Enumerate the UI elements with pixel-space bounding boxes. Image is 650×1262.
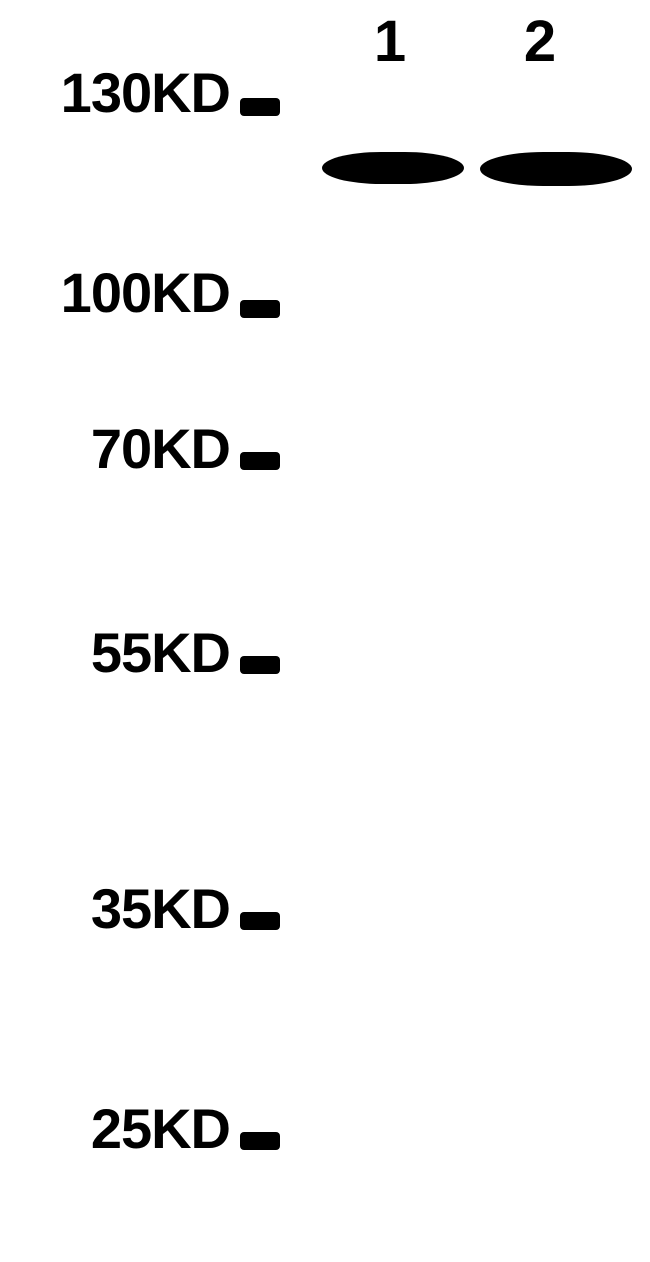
mw-label-25KD: 25KD <box>91 1096 230 1161</box>
band-lane-2 <box>480 152 632 186</box>
lane-label-1: 1 <box>360 8 420 75</box>
lane-label-2: 2 <box>510 8 570 75</box>
mw-tick-35KD <box>240 912 280 930</box>
mw-label-55KD: 55KD <box>91 620 230 685</box>
mw-tick-25KD <box>240 1132 280 1150</box>
band-lane-1 <box>322 152 464 184</box>
western-blot-figure: 1 2 130KD 100KD 70KD 55KD 35KD 25KD <box>0 0 650 1262</box>
mw-label-100KD: 100KD <box>61 260 230 325</box>
mw-tick-70KD <box>240 452 280 470</box>
mw-label-130KD: 130KD <box>61 60 230 125</box>
mw-tick-55KD <box>240 656 280 674</box>
mw-label-70KD: 70KD <box>91 416 230 481</box>
mw-tick-100KD <box>240 300 280 318</box>
mw-label-35KD: 35KD <box>91 876 230 941</box>
mw-tick-130KD <box>240 98 280 116</box>
